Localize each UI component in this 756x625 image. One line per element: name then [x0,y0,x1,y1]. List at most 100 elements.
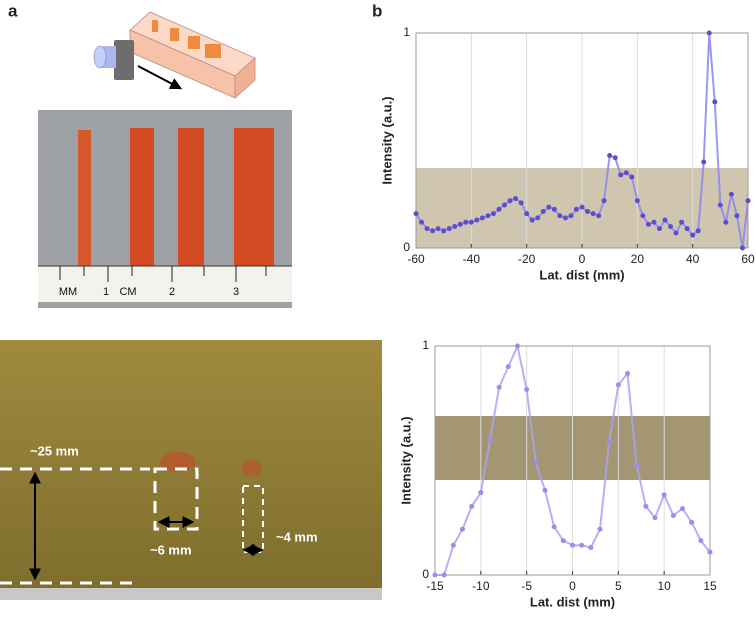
panel-label: b [372,1,382,20]
data-point [487,437,493,443]
data-point [625,370,630,376]
data-point [728,191,734,197]
data-point [745,198,751,204]
data-point [661,492,667,498]
ruler-label: 3 [233,286,239,298]
data-point [601,198,607,204]
data-point [607,153,613,159]
data-point [474,217,480,223]
data-point [588,545,594,551]
data-point [515,343,520,349]
data-point [739,245,745,251]
data-point [496,384,502,390]
data-point [562,215,568,221]
data-point [446,226,452,232]
data-point [546,204,552,210]
data-point [723,219,729,225]
data-point [524,387,530,393]
y-axis-title: Intensity (a.u.) [379,96,394,184]
panel-label: a [8,1,18,20]
y-tick-label: 0 [403,240,410,254]
data-point [479,215,485,221]
data-point [478,490,484,496]
line-chart: -60 -40 -20 0 20 40 60 0 1 Lat. dist (mm) Intensit… [379,25,755,282]
data-point [717,202,723,208]
data-point [706,30,712,36]
x-tick-label: 20 [631,252,645,266]
data-point [570,542,575,548]
ruler-label: CM [119,286,136,298]
data-point [670,512,676,518]
data-point [430,228,436,234]
data-point [707,549,713,555]
data-point [623,170,629,176]
line-chart: -15 -10 -5 0 5 10 15 0 1 Lat. dist (mm) Intensity … [398,338,717,609]
data-point [452,224,458,229]
data-point [496,206,502,212]
data-point [529,217,535,223]
data-point [698,538,704,544]
data-point [684,226,690,232]
data-point [673,230,679,236]
data-point [679,219,685,225]
data-point [435,226,441,232]
data-point [640,213,646,219]
data-point [505,364,511,370]
x-tick-label: -15 [426,579,444,593]
annotation: ~6 mm [150,542,192,557]
data-point [507,198,513,204]
data-point [469,503,475,509]
data-point [615,382,621,388]
data-point [689,519,695,525]
data-point [651,219,657,225]
data-point [645,221,651,227]
y-tick-label: 1 [422,338,429,352]
data-point [629,174,635,180]
data-point [597,526,603,532]
data-point [540,208,546,214]
annotation: ~25 mm [30,443,79,458]
x-axis-title: Lat. dist (mm) [539,267,624,282]
data-point [551,206,557,212]
annotation: ~4 mm [276,529,318,544]
x-tick-label: 0 [579,252,586,266]
plot-frame [434,345,711,576]
x-tick-label: -40 [463,252,481,266]
x-axis-title: Lat. dist (mm) [530,594,615,609]
data-point [533,460,539,466]
data-point [490,211,496,217]
data-point [557,213,563,219]
ruler-label: MM [59,286,77,298]
x-tick-label: -5 [521,579,532,593]
data-point [441,572,447,578]
x-tick-label: -20 [518,252,536,266]
data-point [424,226,430,232]
data-point [468,219,474,225]
data-point [524,211,530,217]
data-point [618,172,624,178]
data-point [662,217,668,223]
data-point [560,538,566,544]
data-point [596,213,602,219]
data-point [585,208,591,214]
data-point [712,99,718,105]
data-point [432,572,438,578]
data-point [612,155,618,161]
data-point [441,228,447,234]
x-tick-label: 40 [686,252,700,266]
y-tick-label: 1 [403,25,410,39]
x-tick-label: 0 [569,579,576,593]
ruler-label: 2 [169,286,175,298]
data-point [573,206,579,212]
ruler-label: 1 [103,286,109,298]
data-point [652,515,658,521]
data-point [579,204,585,210]
sample-photo: MM 1 CM 2 3 [38,110,292,308]
data-point [606,439,612,445]
y-axis-title: Intensity (a.u.) [398,416,413,504]
data-point [463,219,469,225]
data-point [695,228,701,234]
y-tick-label: 0 [422,567,429,581]
data-point [513,196,519,202]
